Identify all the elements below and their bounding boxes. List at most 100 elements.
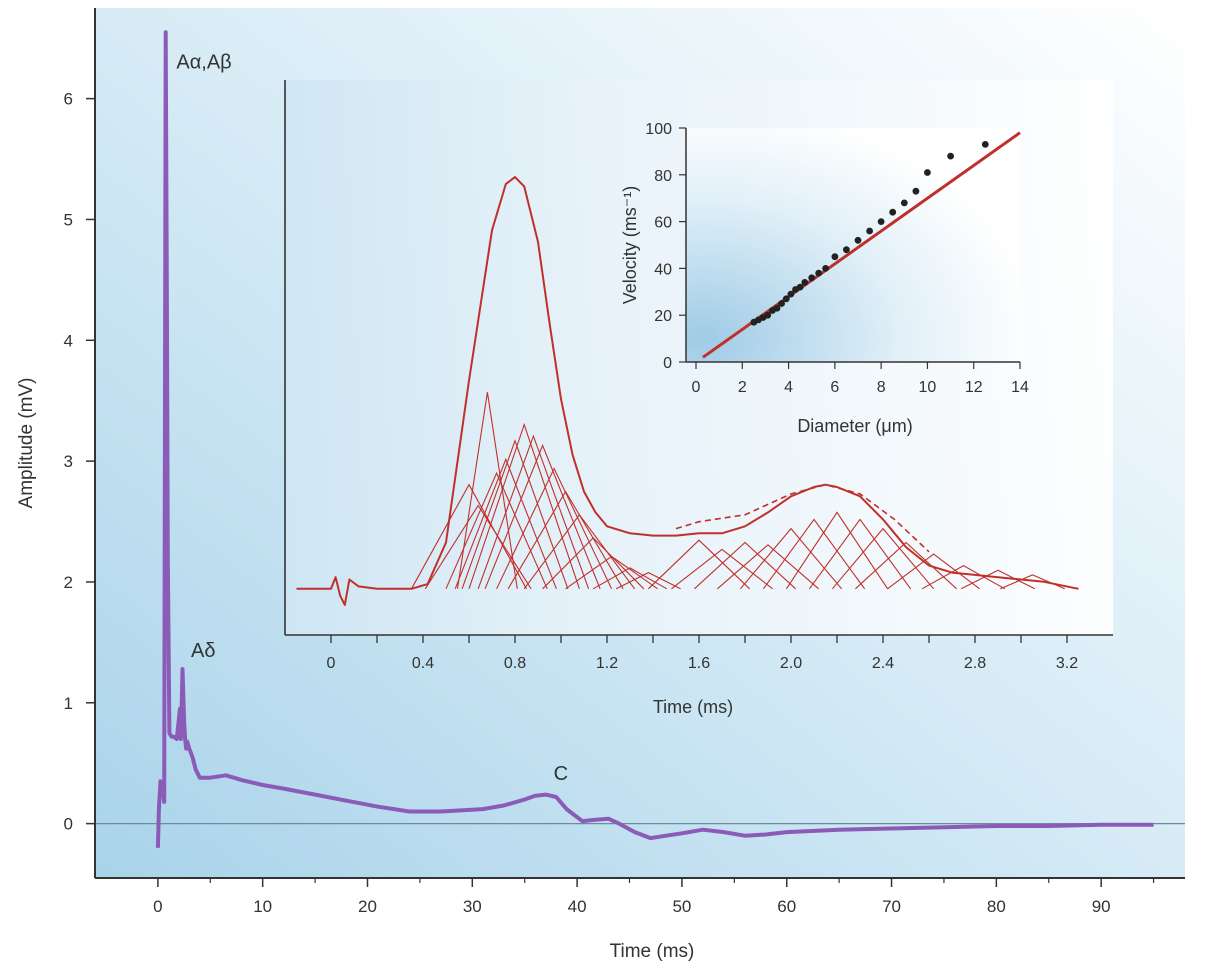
velocity-point bbox=[854, 236, 862, 244]
velocity-point bbox=[773, 304, 781, 312]
inset-component-wave bbox=[785, 511, 889, 590]
velocity-y-tick-label: 0 bbox=[663, 355, 672, 372]
inset-x-tick-label: 1.2 bbox=[596, 655, 618, 672]
inset-component-wave bbox=[542, 537, 645, 590]
inset-x-tick-label: 0 bbox=[327, 655, 336, 672]
inset-component-wave bbox=[456, 392, 518, 589]
inset-x-tick-label: 0.4 bbox=[412, 655, 434, 672]
main-y-tick-label: 1 bbox=[64, 694, 73, 713]
velocity-point bbox=[822, 265, 829, 272]
velocity-y-tick-label: 40 bbox=[654, 261, 672, 278]
inset-component-wave bbox=[694, 541, 796, 590]
velocity-x-tick-label: 2 bbox=[738, 379, 747, 396]
velocity-point bbox=[787, 290, 795, 298]
main-x-tick-label: 0 bbox=[153, 897, 162, 916]
velocity-y-tick-label: 80 bbox=[654, 168, 672, 185]
main-x-tick-label: 20 bbox=[358, 897, 377, 916]
inset-x-tick-label: 2.8 bbox=[964, 655, 986, 672]
velocity-x-tick-label: 14 bbox=[1011, 379, 1029, 396]
velocity-chart: 0 2 4 6 8 10 12 14 0 20 40 60 80 100 Diameter (μm) V… bbox=[620, 121, 1029, 436]
velocity-y-tick-label: 60 bbox=[654, 215, 672, 232]
inset-component-waves bbox=[411, 392, 1065, 590]
inset-component-wave bbox=[461, 439, 569, 589]
inset-component-wave bbox=[523, 513, 636, 590]
main-x-tick-label: 60 bbox=[777, 897, 796, 916]
main-y-tick-label: 6 bbox=[64, 90, 73, 109]
velocity-y-ticks: 0 20 40 60 80 100 bbox=[645, 121, 686, 372]
inset-x-ticks: 0 0.4 0.8 1.2 1.6 2.0 2.4 2.8 3.2 bbox=[327, 635, 1078, 672]
velocity-point bbox=[843, 246, 850, 254]
main-y-tick-label: 4 bbox=[64, 331, 73, 350]
velocity-point bbox=[796, 283, 804, 291]
velocity-point bbox=[866, 227, 873, 235]
inset-component-wave bbox=[808, 518, 912, 590]
velocity-x-tick-label: 0 bbox=[692, 379, 701, 396]
velocity-point bbox=[801, 279, 809, 286]
inset-component-wave bbox=[615, 571, 681, 590]
velocity-x-axis-label: Diameter (μm) bbox=[797, 416, 912, 436]
velocity-x-tick-label: 6 bbox=[830, 379, 839, 396]
main-cap-trace bbox=[155, 30, 1154, 848]
velocity-point bbox=[815, 269, 823, 277]
main-y-tick-label: 0 bbox=[64, 815, 73, 834]
inset-dashed-envelope bbox=[675, 483, 930, 553]
velocity-point bbox=[889, 208, 897, 216]
velocity-points bbox=[750, 141, 989, 326]
inset-component-wave bbox=[565, 555, 658, 590]
main-x-tick-label: 70 bbox=[882, 897, 901, 916]
main-x-tick-label: 30 bbox=[463, 897, 482, 916]
velocity-point bbox=[924, 169, 931, 176]
velocity-x-tick-label: 8 bbox=[877, 379, 886, 396]
inset-component-wave bbox=[411, 483, 527, 590]
inset-component-wave bbox=[762, 518, 866, 590]
inset-x-axis-label: Time (ms) bbox=[653, 697, 733, 717]
inset-component-wave bbox=[468, 422, 580, 589]
inset-component-wave bbox=[484, 443, 601, 590]
peak-label: Aα,Aβ bbox=[176, 51, 231, 73]
velocity-point bbox=[764, 311, 772, 319]
velocity-point bbox=[782, 295, 790, 303]
velocity-point bbox=[831, 253, 839, 261]
velocity-x-tick-label: 12 bbox=[965, 379, 983, 396]
inset-component-wave bbox=[960, 569, 1036, 590]
inset-component-wave bbox=[887, 553, 980, 590]
inset-x-tick-label: 2.0 bbox=[780, 655, 802, 672]
inset-x-tick-label: 1.6 bbox=[688, 655, 710, 672]
inset-x-tick-label: 2.4 bbox=[872, 655, 894, 672]
main-y-axis-label: Amplitude (mV) bbox=[16, 378, 37, 509]
velocity-point bbox=[778, 300, 785, 307]
inset-component-wave bbox=[921, 564, 1006, 590]
main-x-tick-label: 90 bbox=[1092, 897, 1111, 916]
peak-label: Aδ bbox=[191, 640, 215, 662]
velocity-y-tick-label: 100 bbox=[645, 121, 672, 138]
velocity-background bbox=[686, 128, 1020, 362]
inset-component-wave bbox=[648, 539, 750, 590]
inset-x-tick-label: 3.2 bbox=[1056, 655, 1078, 672]
inset-component-wave bbox=[477, 434, 590, 589]
velocity-point bbox=[912, 187, 920, 195]
velocity-x-ticks: 0 2 4 6 8 10 12 14 bbox=[692, 362, 1029, 396]
inset-x-tick-label: 0.8 bbox=[504, 655, 526, 672]
inset-component-wave bbox=[592, 567, 668, 590]
velocity-point bbox=[808, 274, 816, 282]
main-x-axis-label: Time (ms) bbox=[610, 941, 695, 962]
main-x-tick-label: 80 bbox=[987, 897, 1006, 916]
main-y-tick-label: 3 bbox=[64, 452, 73, 471]
main-peak-annotations: Aα,Aβ Aδ C bbox=[176, 51, 568, 785]
inset-component-wave bbox=[855, 541, 957, 590]
main-x-tick-label: 10 bbox=[253, 897, 272, 916]
inset-component-wave bbox=[717, 544, 819, 590]
velocity-y-tick-label: 20 bbox=[654, 308, 672, 325]
main-x-ticks: 0 10 20 30 40 50 60 70 80 90 bbox=[153, 878, 1155, 916]
main-x-tick-label: 50 bbox=[672, 897, 691, 916]
inset-component-wave bbox=[454, 457, 557, 590]
velocity-point bbox=[981, 141, 989, 148]
inset-compound-trace bbox=[296, 176, 1079, 606]
velocity-point bbox=[877, 218, 885, 226]
inset-component-wave bbox=[671, 548, 773, 590]
velocity-x-tick-label: 10 bbox=[919, 379, 937, 396]
velocity-point bbox=[900, 199, 908, 207]
inset-component-wave bbox=[831, 527, 935, 590]
inset-component-wave bbox=[739, 527, 843, 590]
